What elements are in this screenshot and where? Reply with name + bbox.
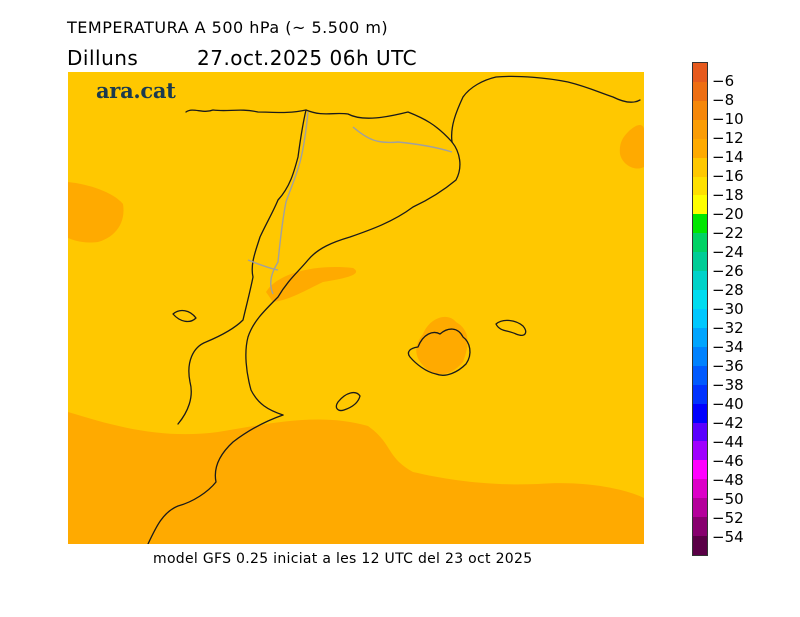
france-coastline	[450, 75, 641, 143]
scale-label: −16	[712, 167, 744, 185]
scale-label: −32	[712, 319, 744, 337]
scale-label: −8	[712, 91, 735, 109]
scale-swatch	[693, 63, 707, 82]
scale-label: −20	[712, 205, 744, 223]
inner-region-border	[247, 259, 279, 271]
inland-west-outline	[172, 309, 197, 323]
valencia-coastline	[147, 414, 284, 544]
scale-swatch	[693, 517, 707, 537]
scale-swatch	[693, 422, 707, 442]
scale-swatch	[693, 460, 707, 480]
scale-swatch	[693, 252, 707, 272]
scale-swatch	[693, 346, 707, 366]
temperature-color-scale	[692, 62, 708, 556]
scale-swatch	[693, 536, 707, 555]
pyrenees-border	[352, 126, 453, 153]
scale-label: −22	[712, 224, 744, 242]
ibiza-island	[335, 391, 361, 412]
temperature-map[interactable]	[68, 72, 644, 544]
scale-label: −24	[712, 243, 744, 261]
scale-label: −44	[712, 433, 744, 451]
scale-swatch	[693, 119, 707, 139]
warm-zone-mallorca	[416, 316, 468, 375]
scale-label: −26	[712, 262, 744, 280]
forecast-datetime: 27.oct.2025 06h UTC	[197, 46, 418, 70]
scale-swatch	[693, 403, 707, 423]
scale-label: −30	[712, 300, 744, 318]
aragon-catalonia-inland-edge	[177, 109, 307, 425]
scale-label: −18	[712, 186, 744, 204]
scale-label: −6	[712, 72, 735, 90]
scale-label: −48	[712, 471, 744, 489]
scale-label: −38	[712, 376, 744, 394]
map-canvas	[68, 72, 644, 544]
scale-swatch	[693, 195, 707, 215]
scale-swatch	[693, 138, 707, 158]
scale-label: −50	[712, 490, 744, 508]
scale-label: −52	[712, 509, 744, 527]
warm-zone-south	[68, 412, 644, 544]
scale-label: −34	[712, 338, 744, 356]
catalonia-aragon-border	[270, 111, 309, 295]
scale-swatch	[693, 271, 707, 291]
scale-swatch	[693, 176, 707, 196]
scale-label: −12	[712, 129, 744, 147]
scale-swatch	[693, 157, 707, 177]
scale-swatch	[693, 233, 707, 253]
ara-cat-logo[interactable]: ara.cat	[96, 78, 176, 103]
warm-zone-west	[68, 182, 124, 243]
scale-swatch	[693, 100, 707, 120]
scale-label: −40	[712, 395, 744, 413]
temperature-scale-labels: −6 −8 −10 −12 −14 −16 −18 −20 −22 −24 −26 −28 −30 −32…	[712, 62, 792, 556]
scale-swatch	[693, 81, 707, 101]
catalonia-coastline	[245, 141, 461, 416]
scale-swatch	[693, 441, 707, 461]
scale-swatch	[693, 327, 707, 347]
scale-label: −54	[712, 528, 744, 546]
scale-swatch	[693, 214, 707, 234]
scale-swatch	[693, 290, 707, 309]
scale-swatch	[693, 308, 707, 328]
scale-swatch	[693, 498, 707, 518]
scale-label: −46	[712, 452, 744, 470]
scale-swatch	[693, 365, 707, 385]
scale-label: −14	[712, 148, 744, 166]
map-title: TEMPERATURA A 500 hPa (~ 5.500 m)	[67, 18, 389, 37]
mallorca-island	[407, 328, 471, 376]
warm-zone-northeast	[619, 125, 644, 169]
scale-label: −28	[712, 281, 744, 299]
warm-zone-ebro	[266, 267, 357, 302]
scale-label: −42	[712, 414, 744, 432]
model-info: model GFS 0.25 iniciat a les 12 UTC del …	[153, 551, 533, 567]
scale-label: −36	[712, 357, 744, 375]
menorca-island	[495, 319, 527, 336]
scale-swatch	[693, 479, 707, 499]
scale-label: −10	[712, 110, 744, 128]
forecast-day: Dilluns	[67, 46, 139, 70]
scale-swatch	[693, 384, 707, 404]
